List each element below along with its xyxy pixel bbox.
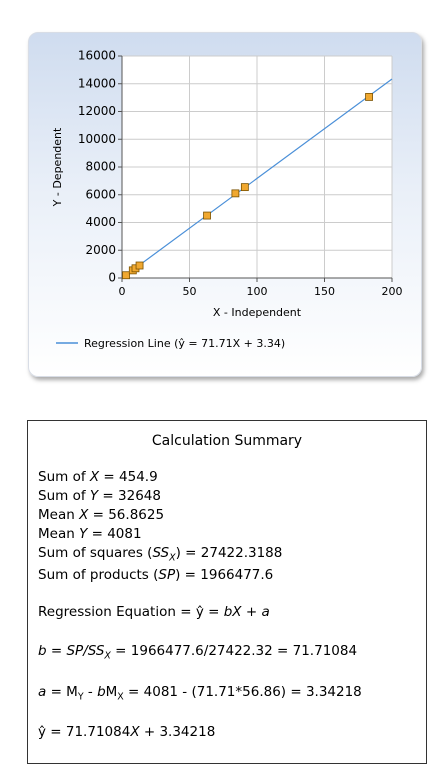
summary-text: Sum of xyxy=(38,469,90,485)
summary-text: X xyxy=(104,650,111,662)
data-point xyxy=(135,261,144,270)
summary-text: = M xyxy=(46,684,78,700)
x-axis-label: X - Independent xyxy=(213,306,302,319)
summary-line: Sum of X = 454.9 xyxy=(38,469,158,485)
x-tick-label: 100 xyxy=(247,285,268,298)
summary-text: + 3.34218 xyxy=(139,724,216,740)
data-point xyxy=(122,271,130,280)
summary-text: bX xyxy=(223,604,242,620)
y-tick-label: 2000 xyxy=(85,243,116,257)
summary-text: ŷ = 71.71084 xyxy=(38,724,131,740)
summary-line: Mean X = 56.8625 xyxy=(38,507,164,523)
y-tick-label: 14000 xyxy=(78,76,116,90)
data-point xyxy=(365,93,373,101)
summary-text: Sum of squares ( xyxy=(38,545,153,561)
y-tick-label: 0 xyxy=(108,271,116,285)
x-tick-label: 150 xyxy=(314,285,335,298)
summary-text: = xyxy=(46,643,67,659)
summary-text: Mean xyxy=(38,507,80,523)
summary-text: SS xyxy=(152,545,170,561)
summary-text: X xyxy=(169,552,176,564)
y-tick-label: 12000 xyxy=(78,104,116,118)
summary-text: = 1966477.6/27422.32 = 71.71084 xyxy=(110,643,358,659)
summary-text: Y xyxy=(89,488,99,504)
x-tick-label: 50 xyxy=(183,285,197,298)
summary-text: ) = 1966477.6 xyxy=(175,567,274,583)
x-tick-label: 0 xyxy=(119,285,126,298)
x-tick-label: 200 xyxy=(382,285,403,298)
summary-text: SP xyxy=(158,567,176,583)
y-tick-label: 8000 xyxy=(85,160,116,174)
summary-title: Calculation Summary xyxy=(151,433,303,449)
summary-text: ) = 27422.3188 xyxy=(175,545,283,561)
summary-line: a = MY - bMX = 4081 - (71.71*56.86) = 3.… xyxy=(38,684,362,703)
y-tick-label: 4000 xyxy=(85,215,116,229)
summary-text: Mean xyxy=(38,526,80,542)
data-point xyxy=(203,211,211,220)
summary-text: = 56.8625 xyxy=(88,507,165,523)
chart: Y - Dependent X - Independent 0200040006… xyxy=(51,49,403,351)
y-tick-label: 6000 xyxy=(85,187,116,201)
summary-text: M xyxy=(105,684,118,700)
summary-text: + xyxy=(241,604,262,620)
summary-line: ŷ = 71.71084X + 3.34218 xyxy=(38,724,215,740)
summary-text: Y xyxy=(79,526,88,542)
data-point xyxy=(240,183,249,192)
summary-text: a xyxy=(38,684,47,700)
summary-line: b = SP/SSX = 1966477.6/27422.32 = 71.710… xyxy=(38,643,357,662)
summary-text: Regression Equation = ŷ = xyxy=(38,604,224,620)
calculation-summary: Calculation Summary Sum of X = 454.9 Sum … xyxy=(27,420,427,764)
summary-line: Sum of Y = 32648 xyxy=(38,488,161,504)
regression-line xyxy=(121,78,393,279)
legend-label: Regression Line (ŷ = 71.71X + 3.34) xyxy=(84,337,285,350)
summary-text: = 4081 - (71.71*56.86) = 3.34218 xyxy=(123,684,362,700)
summary-text: X xyxy=(89,469,100,485)
summary-text: X xyxy=(130,724,140,740)
summary-text: Sum of xyxy=(38,488,90,504)
summary-text: a xyxy=(261,604,270,620)
summary-text: b xyxy=(97,684,106,700)
summary-line: Mean Y = 4081 xyxy=(38,526,142,542)
summary-text: X xyxy=(117,691,124,703)
y-axis-label: Y - Dependent xyxy=(51,127,64,207)
summary-line: Regression Equation = ŷ = bX + a xyxy=(38,604,270,620)
summary-text: b xyxy=(38,643,47,659)
summary-text: = 454.9 xyxy=(99,469,158,485)
data-point xyxy=(231,189,240,198)
summary-text: Sum of products ( xyxy=(38,567,159,583)
summary-text: - xyxy=(83,684,98,700)
summary-text: = 4081 xyxy=(87,526,142,542)
summary-text: Y xyxy=(77,691,84,703)
summary-text: SP/SS xyxy=(66,643,105,659)
y-tick-label: 16000 xyxy=(78,49,116,63)
summary-line: Sum of squares (SSX) = 27422.3188 xyxy=(38,545,282,564)
y-tick-label: 10000 xyxy=(78,132,116,146)
summary-text: = 32648 xyxy=(98,488,161,504)
summary-line: Sum of products (SP) = 1966477.6 xyxy=(38,567,273,583)
summary-text: X xyxy=(79,507,89,523)
